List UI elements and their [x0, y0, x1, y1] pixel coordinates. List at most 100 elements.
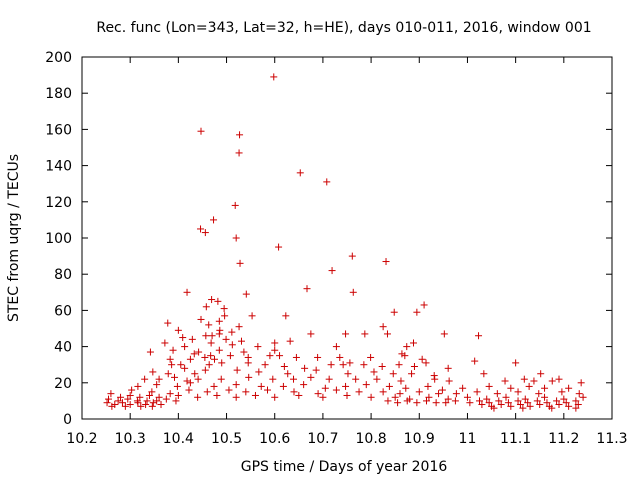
data-point [292, 353, 300, 361]
data-point [379, 388, 387, 396]
data-point [271, 393, 279, 401]
data-point [210, 216, 218, 224]
data-point [275, 243, 283, 251]
x-tick-label: 10.5 [211, 431, 242, 447]
data-point [148, 402, 156, 410]
data-point [530, 377, 538, 385]
data-point [514, 388, 522, 396]
data-point [228, 341, 236, 349]
data-point [269, 375, 277, 383]
data-point [444, 395, 452, 403]
data-point [348, 252, 356, 260]
y-axis: 0 20 40 60 80 100 120 140 160 180 200 [45, 50, 612, 428]
data-point [155, 375, 163, 383]
data-point [214, 297, 222, 305]
data-point [502, 393, 510, 401]
data-point [394, 399, 402, 407]
data-point [395, 361, 403, 369]
data-point [181, 364, 189, 372]
data-point [161, 339, 169, 347]
data-point [231, 201, 239, 209]
data-point [295, 391, 303, 399]
data-point [420, 301, 428, 309]
data-point [149, 399, 157, 407]
data-point [314, 390, 322, 398]
data-point [349, 288, 357, 296]
data-point [201, 229, 209, 237]
data-point [108, 402, 116, 410]
data-point [153, 381, 161, 389]
y-tick-label: 140 [45, 159, 72, 175]
data-point [339, 361, 347, 369]
data-point [355, 388, 363, 396]
y-tick-label: 160 [45, 122, 72, 138]
data-point [300, 381, 308, 389]
data-point [228, 328, 236, 336]
data-point [367, 353, 375, 361]
data-point [444, 364, 452, 372]
data-point [203, 388, 211, 396]
data-point [555, 375, 563, 383]
x-tick-label: 10.8 [356, 431, 387, 447]
data-point [476, 397, 483, 405]
x-tick-label: 10.2 [66, 431, 97, 447]
data-point [384, 397, 392, 405]
data-point [202, 332, 210, 340]
data-point [328, 267, 336, 275]
data-point [195, 348, 203, 356]
x-tick-label: 10.9 [404, 431, 435, 447]
y-tick-label: 20 [54, 376, 72, 392]
data-point [410, 363, 418, 371]
data-point [222, 335, 230, 343]
data-point [134, 382, 142, 390]
data-point [174, 391, 182, 399]
data-point [225, 386, 233, 394]
data-point [207, 352, 215, 360]
x-tick-label: 11.1 [500, 431, 531, 447]
data-point [521, 395, 529, 403]
data-point [323, 178, 331, 186]
data-point [121, 402, 129, 410]
data-point [512, 359, 520, 367]
data-point [422, 359, 430, 367]
data-point [577, 379, 585, 387]
data-point [519, 404, 527, 412]
data-point [344, 370, 352, 378]
data-point [536, 401, 544, 409]
data-point [111, 401, 119, 409]
data-point [378, 363, 386, 371]
x-axis-label: GPS time / Days of year 2016 [241, 459, 448, 475]
data-point [220, 305, 228, 313]
data-point [471, 357, 479, 365]
data-point [343, 391, 351, 399]
data-point [215, 346, 223, 354]
data-point [389, 370, 397, 378]
data-point [445, 377, 453, 385]
data-point [442, 399, 450, 407]
data-point [497, 401, 505, 409]
data-point [286, 337, 294, 345]
x-axis: 10.2 10.3 10.4 10.5 10.6 10.7 10.8 10.9 11 11.1 11… [66, 57, 628, 447]
data-point [342, 382, 350, 390]
data-point [194, 393, 202, 401]
data-point [155, 393, 163, 401]
data-point [197, 315, 205, 323]
data-point [141, 375, 149, 383]
data-point [177, 361, 185, 369]
data-point [352, 375, 360, 383]
data-point [146, 348, 154, 356]
data-point [403, 397, 411, 405]
data-point [201, 353, 209, 361]
data-point [336, 353, 344, 361]
data-point [541, 384, 549, 392]
data-point [526, 402, 534, 410]
data-point [149, 368, 157, 376]
data-point [168, 361, 176, 369]
data-point [181, 343, 189, 351]
data-point [367, 393, 375, 401]
data-point [319, 393, 327, 401]
data-point [424, 382, 432, 390]
data-point [169, 346, 177, 354]
x-tick-label: 11.3 [596, 431, 627, 447]
